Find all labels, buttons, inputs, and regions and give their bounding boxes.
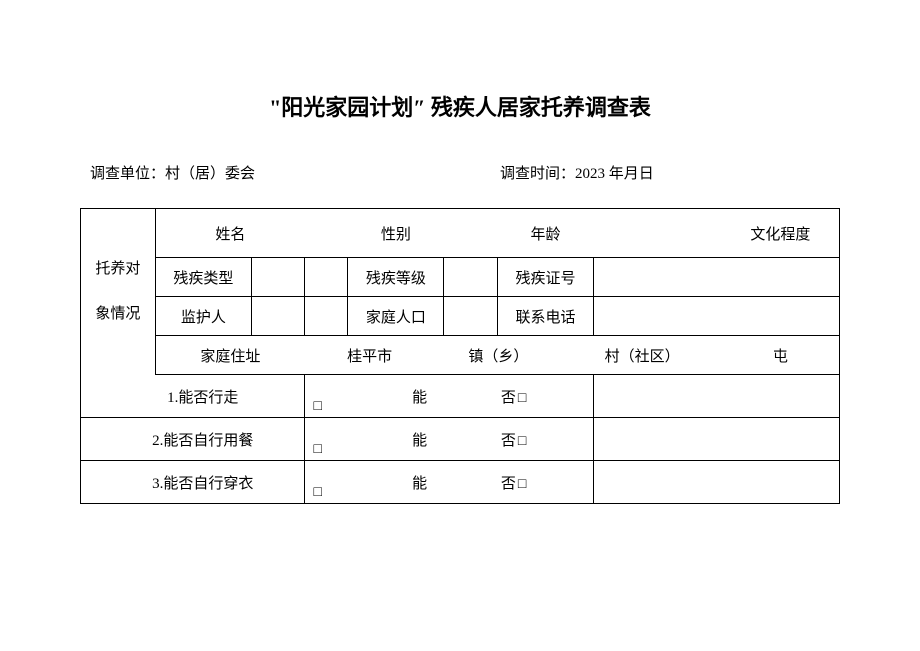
q3-options: □ 能 否□: [305, 461, 594, 504]
addr-village: 村（社区）: [605, 345, 680, 366]
q3-blank: [594, 461, 840, 504]
label-name: 姓名: [155, 209, 305, 258]
blank-guardian1: [252, 297, 305, 336]
label-did: 残疾证号: [497, 258, 593, 297]
row-basic-2: 残疾类型 残疾等级 残疾证号: [81, 258, 840, 297]
q2-yes: 能: [412, 433, 427, 449]
q1-no: 否: [501, 390, 516, 406]
q3-yes-box[interactable]: □: [313, 485, 321, 501]
row-q2: 2.能否自行用餐 □ 能 否□: [81, 418, 840, 461]
blank-age: [594, 209, 722, 258]
q2-label: 2.能否自行用餐: [81, 418, 305, 461]
q2-blank: [594, 418, 840, 461]
addr-city: 桂平市: [347, 345, 392, 366]
row-basic-1: 托养对 象情况 姓名 性别 年龄 文化程度: [81, 209, 840, 258]
q1-no-box[interactable]: □: [518, 391, 526, 406]
q2-yes-box[interactable]: □: [313, 442, 321, 458]
section-label: 托养对 象情况: [81, 209, 156, 375]
blank-dtype1: [252, 258, 305, 297]
page-root: "阳光家园计划″ 残疾人居家托养调查表 调查单位：村（居）委会 调查时间：202…: [0, 0, 920, 504]
q3-no: 否: [501, 476, 516, 492]
row-basic-3: 监护人 家庭人口 联系电话: [81, 297, 840, 336]
q3-yes: 能: [412, 476, 427, 492]
row-address: 家庭住址 桂平市 镇（乡） 村（社区） 屯: [81, 336, 840, 375]
survey-time: 调查时间：2023 年月日: [420, 162, 830, 183]
q2-options: □ 能 否□: [305, 418, 594, 461]
addr-town: 镇（乡）: [468, 345, 528, 366]
q2-no: 否: [501, 433, 516, 449]
section-label-l1: 托养对: [81, 256, 155, 283]
q2-no-box[interactable]: □: [518, 434, 526, 449]
blank-phone: [594, 297, 840, 336]
label-address: 家庭住址: [155, 336, 305, 375]
survey-unit: 调查单位：村（居）委会: [90, 162, 420, 183]
survey-table: 托养对 象情况 姓名 性别 年龄 文化程度 残疾类型 残疾等级 残疾证号 监护人: [80, 208, 840, 504]
label-guardian: 监护人: [155, 297, 251, 336]
addr-tun: 屯: [722, 336, 840, 375]
q1-yes-box[interactable]: □: [313, 399, 321, 415]
row-q1: 1.能否行走 □ 能 否□: [81, 375, 840, 418]
blank-name: [305, 209, 348, 258]
label-gender: 性别: [348, 209, 444, 258]
label-famsize: 家庭人口: [348, 297, 444, 336]
label-edu: 文化程度: [722, 209, 840, 258]
q3-label: 3.能否自行穿衣: [81, 461, 305, 504]
q1-blank: [594, 375, 840, 418]
blank-dlevel: [444, 258, 497, 297]
blank-guardian2: [305, 297, 348, 336]
section-label-l2: 象情况: [81, 301, 155, 328]
q1-yes: 能: [412, 390, 427, 406]
q1-label: 1.能否行走: [81, 375, 305, 418]
q1-options: □ 能 否□: [305, 375, 594, 418]
label-dlevel: 残疾等级: [348, 258, 444, 297]
blank-dtype2: [305, 258, 348, 297]
doc-title: "阳光家园计划″ 残疾人居家托养调查表: [80, 90, 840, 122]
label-dtype: 残疾类型: [155, 258, 251, 297]
blank-did: [594, 258, 840, 297]
row-q3: 3.能否自行穿衣 □ 能 否□: [81, 461, 840, 504]
label-age: 年龄: [497, 209, 593, 258]
blank-gender: [444, 209, 497, 258]
address-parts: 桂平市 镇（乡） 村（社区）: [305, 336, 722, 375]
q3-no-box[interactable]: □: [518, 477, 526, 492]
blank-famsize: [444, 297, 497, 336]
meta-row: 调查单位：村（居）委会 调查时间：2023 年月日: [80, 162, 840, 183]
label-phone: 联系电话: [497, 297, 593, 336]
